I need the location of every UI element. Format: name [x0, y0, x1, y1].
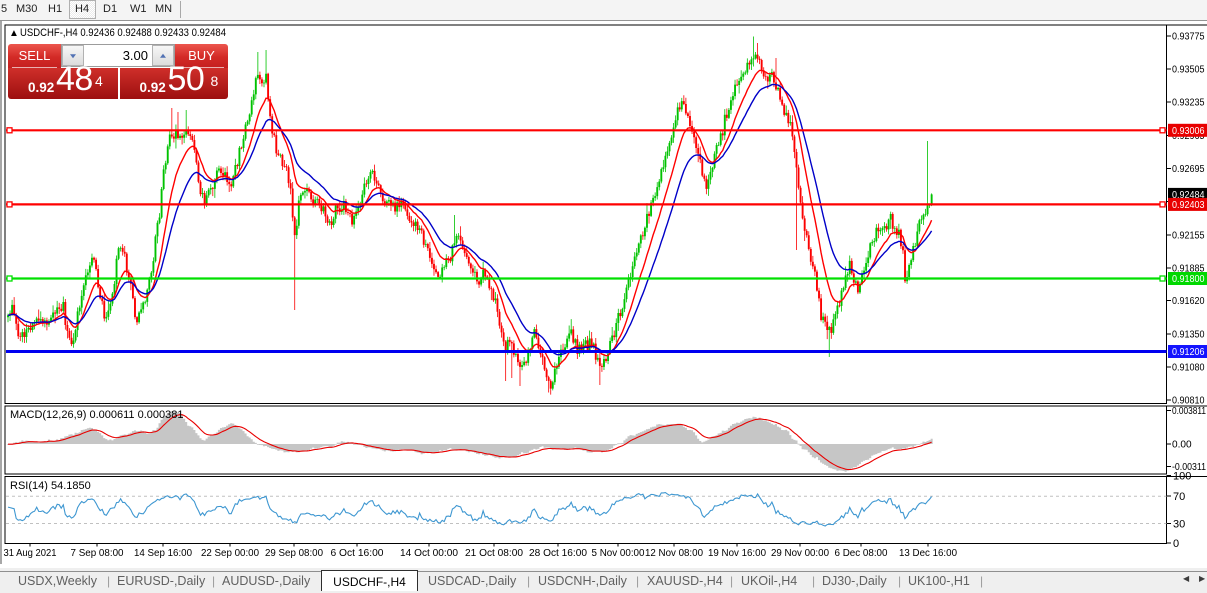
svg-text:0.92695: 0.92695: [1172, 164, 1205, 175]
svg-text:USDCHF-,H4 0.92436 0.92488 0.: USDCHF-,H4 0.92436 0.92488 0.92433 0.924…: [20, 27, 226, 39]
svg-text:0.91800: 0.91800: [1172, 274, 1205, 285]
svg-text:6 Oct 16:00: 6 Oct 16:00: [331, 548, 384, 559]
svg-text:0.91206: 0.91206: [1172, 347, 1205, 358]
svg-text:0.93505: 0.93505: [1172, 65, 1205, 76]
svg-text:0.91350: 0.91350: [1172, 329, 1205, 340]
svg-text:0.003811: 0.003811: [1172, 406, 1206, 417]
svg-text:28 Oct 16:00: 28 Oct 16:00: [529, 548, 587, 559]
svg-text:0.93235: 0.93235: [1172, 98, 1205, 109]
svg-text:▲: ▲: [9, 28, 19, 39]
svg-text:14 Sep 16:00: 14 Sep 16:00: [134, 548, 192, 559]
svg-text:0.91620: 0.91620: [1172, 296, 1205, 307]
svg-text:13 Dec 16:00: 13 Dec 16:00: [899, 548, 957, 559]
svg-text:5 Nov 00:00: 5 Nov 00:00: [592, 548, 645, 559]
svg-text:0.92484: 0.92484: [1172, 190, 1205, 201]
svg-text:19 Nov 16:00: 19 Nov 16:00: [708, 548, 766, 559]
svg-text:0.91885: 0.91885: [1172, 264, 1205, 275]
svg-text:0: 0: [1173, 538, 1179, 550]
svg-text:0.92403: 0.92403: [1172, 200, 1205, 211]
svg-text:0.93775: 0.93775: [1172, 31, 1205, 42]
svg-text:70: 70: [1173, 491, 1185, 503]
svg-text:-0.00311: -0.00311: [1172, 462, 1206, 473]
svg-text:31 Aug 2021: 31 Aug 2021: [4, 548, 57, 559]
svg-text:0.92155: 0.92155: [1172, 230, 1205, 241]
svg-text:0.91080: 0.91080: [1172, 363, 1205, 374]
svg-text:0.00: 0.00: [1172, 440, 1192, 451]
svg-text:0.93006: 0.93006: [1172, 126, 1205, 137]
svg-text:29 Sep 08:00: 29 Sep 08:00: [265, 548, 323, 559]
svg-text:0.90810: 0.90810: [1172, 396, 1205, 407]
svg-text:6 Dec 08:00: 6 Dec 08:00: [835, 548, 888, 559]
svg-text:14 Oct 00:00: 14 Oct 00:00: [400, 548, 458, 559]
svg-text:21 Oct 08:00: 21 Oct 08:00: [465, 548, 523, 559]
svg-text:7 Sep 08:00: 7 Sep 08:00: [71, 548, 124, 559]
svg-text:RSI(14) 54.1850: RSI(14) 54.1850: [10, 480, 91, 492]
svg-text:MACD(12,26,9) 0.000611 0.00038: MACD(12,26,9) 0.000611 0.000381: [10, 409, 183, 421]
svg-text:12 Nov 08:00: 12 Nov 08:00: [645, 548, 703, 559]
svg-text:22 Sep 00:00: 22 Sep 00:00: [201, 548, 259, 559]
svg-text:29 Nov 00:00: 29 Nov 00:00: [771, 548, 829, 559]
svg-text:30: 30: [1173, 519, 1185, 531]
